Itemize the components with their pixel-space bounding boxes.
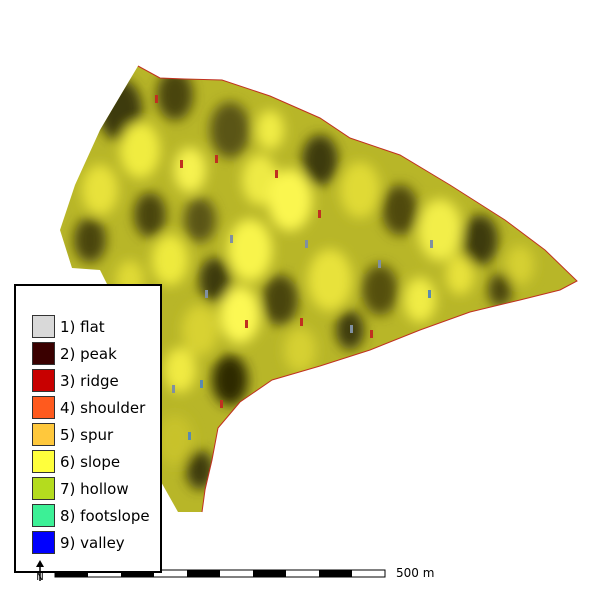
legend-item: 8) footslope xyxy=(32,503,150,528)
terrain-patch xyxy=(362,264,398,316)
terrain-patch xyxy=(262,274,298,326)
landform-mark xyxy=(172,385,175,393)
legend-item: 9) valley xyxy=(32,530,125,555)
legend-label: 4) shoulder xyxy=(60,398,146,417)
legend-swatch xyxy=(32,315,55,338)
terrain-patch xyxy=(488,273,512,307)
legend-item: 1) flat xyxy=(32,314,105,339)
legend-item: 7) hollow xyxy=(32,476,129,501)
scale-segment xyxy=(319,570,352,577)
landform-mark xyxy=(305,240,308,248)
legend-item: 3) ridge xyxy=(32,368,119,393)
landform-mark xyxy=(230,235,233,243)
scale-bar-label: 500 m xyxy=(396,566,435,580)
legend-swatch xyxy=(32,423,55,446)
landform-mark xyxy=(205,290,208,298)
terrain-patch xyxy=(174,147,206,193)
terrain-patch xyxy=(157,414,193,466)
scale-segment xyxy=(187,570,220,577)
landform-mark xyxy=(275,170,278,178)
terrain-patch xyxy=(284,327,316,373)
legend-label: 9) valley xyxy=(60,533,125,552)
landform-details xyxy=(155,95,433,440)
legend-label: 3) ridge xyxy=(60,371,119,390)
terrain-patch xyxy=(228,219,272,281)
terrain-patch xyxy=(308,249,352,311)
landform-mark xyxy=(200,380,203,388)
landform-mark xyxy=(300,318,303,326)
legend-label: 5) spur xyxy=(60,425,114,444)
legend-swatch xyxy=(32,396,55,419)
terrain-patch xyxy=(256,110,284,150)
landform-mark xyxy=(245,320,248,328)
legend-swatch xyxy=(32,450,55,473)
terrain-patch xyxy=(120,122,160,178)
terrain-patch xyxy=(382,184,418,236)
legend-item: 5) spur xyxy=(32,422,113,447)
landform-mark xyxy=(430,240,433,248)
legend-swatch xyxy=(32,477,55,500)
legend-item: 2) peak xyxy=(32,341,117,366)
legend-item: 4) shoulder xyxy=(32,395,145,420)
terrain-patch xyxy=(134,192,166,238)
terrain-patch xyxy=(152,234,188,286)
landform-mark xyxy=(350,325,353,333)
terrain-patch xyxy=(302,134,338,186)
terrain-patch xyxy=(212,354,248,406)
scale-segment xyxy=(121,570,154,577)
landform-mark xyxy=(215,155,218,163)
legend-swatch xyxy=(32,531,55,554)
legend-label: 8) footslope xyxy=(60,506,150,525)
landform-mark xyxy=(318,210,321,218)
terrain-patch xyxy=(418,199,462,261)
terrain-patch xyxy=(340,162,380,218)
terrain-patch xyxy=(157,69,193,121)
terrain-patch xyxy=(184,197,216,243)
legend-label: 1) flat xyxy=(60,317,105,336)
terrain-patch xyxy=(268,169,312,231)
terrain-patch xyxy=(164,347,196,393)
landform-mark xyxy=(155,95,158,103)
legend-swatch xyxy=(32,342,55,365)
scale-bar xyxy=(54,569,386,578)
legend-label: 2) peak xyxy=(60,344,117,363)
north-arrow-icon: N xyxy=(32,560,48,583)
legend-label: 7) hollow xyxy=(60,479,129,498)
terrain-patch xyxy=(506,245,534,285)
terrain-patch xyxy=(404,277,436,323)
landform-mark xyxy=(428,290,431,298)
landform-mark xyxy=(188,432,191,440)
legend-swatch xyxy=(32,369,55,392)
terrain-patch xyxy=(82,164,118,216)
scale-segment xyxy=(253,570,286,577)
landform-mark xyxy=(180,160,183,168)
landform-mark xyxy=(220,400,223,408)
terrain-patch xyxy=(220,287,260,343)
terrain-patch xyxy=(182,304,218,356)
landform-mark xyxy=(378,260,381,268)
terrain-patch xyxy=(462,214,498,266)
scale-segment xyxy=(55,570,88,577)
legend-swatch xyxy=(32,504,55,527)
terrain-patch xyxy=(210,102,250,158)
legend-label: 6) slope xyxy=(60,452,121,471)
terrain-patch xyxy=(446,255,474,295)
north-arrow-label: N xyxy=(36,572,43,582)
legend-item: 6) slope xyxy=(32,449,120,474)
terrain-patch xyxy=(74,217,106,263)
legend: 1) flat 2) peak 3) ridge 4) shoulder 5) spur… xyxy=(14,284,162,573)
region-boundary xyxy=(137,65,578,513)
landform-mark xyxy=(370,330,373,338)
